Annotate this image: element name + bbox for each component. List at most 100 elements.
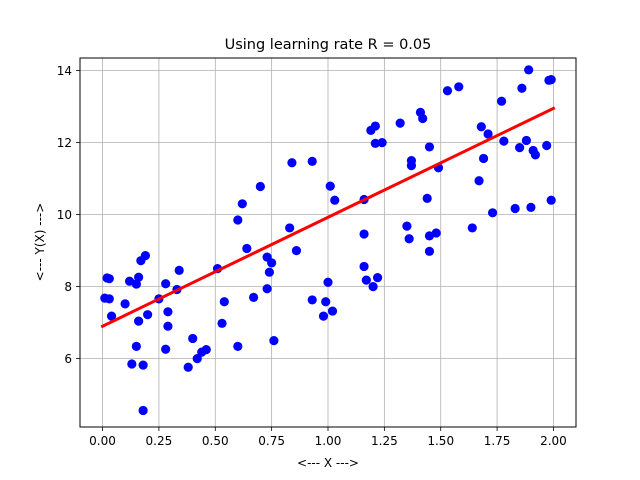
data-point xyxy=(395,118,405,128)
y-tick-label: 14 xyxy=(57,64,72,78)
data-points xyxy=(100,65,556,416)
data-point xyxy=(134,316,144,326)
data-point xyxy=(402,221,412,231)
data-point xyxy=(140,251,150,261)
data-point xyxy=(404,234,414,244)
x-tick-label: 2.00 xyxy=(540,434,567,448)
data-point xyxy=(285,223,295,233)
data-point xyxy=(521,135,532,146)
x-tick-label: 1.25 xyxy=(371,434,398,448)
data-point xyxy=(323,277,333,287)
x-tick-label: 0.75 xyxy=(258,434,285,448)
data-point xyxy=(131,341,141,351)
data-point xyxy=(192,354,202,364)
data-point xyxy=(442,86,453,96)
data-point xyxy=(104,294,114,304)
data-point xyxy=(368,282,378,292)
data-point xyxy=(406,161,417,171)
y-axis-label: <--- Y(X) ---> xyxy=(33,203,47,282)
data-point xyxy=(127,359,137,369)
data-point xyxy=(361,275,371,285)
regression-line xyxy=(100,106,556,329)
data-point xyxy=(163,321,173,331)
data-point xyxy=(377,138,387,148)
data-point xyxy=(359,229,369,239)
data-point xyxy=(267,258,277,268)
data-point xyxy=(483,129,493,139)
data-point xyxy=(373,273,383,283)
data-point xyxy=(242,243,252,254)
data-point xyxy=(467,223,477,233)
data-point xyxy=(188,333,198,344)
data-point xyxy=(138,405,148,416)
data-point xyxy=(120,299,130,309)
y-tick-label: 12 xyxy=(57,136,72,150)
data-point xyxy=(174,265,184,275)
data-point xyxy=(474,176,484,186)
data-point xyxy=(262,284,272,294)
data-point xyxy=(106,311,117,321)
data-point xyxy=(530,150,541,160)
data-point xyxy=(517,83,527,93)
data-point xyxy=(237,199,247,209)
x-axis-label: <--- X ---> xyxy=(297,456,359,470)
x-axis-ticks: 0.00 0.25 0.50 0.75 1.00 1.25 1.50 1.75 2.00 xyxy=(89,427,567,448)
data-point xyxy=(510,203,520,214)
data-point xyxy=(515,143,525,153)
data-point xyxy=(287,158,297,168)
data-point xyxy=(318,311,329,321)
data-point xyxy=(370,138,380,148)
data-point xyxy=(163,307,173,317)
data-point xyxy=(478,153,489,164)
data-point xyxy=(422,193,432,203)
x-tick-label: 0.50 xyxy=(202,434,229,448)
data-point xyxy=(330,195,340,205)
data-point xyxy=(424,246,435,256)
data-point xyxy=(134,272,144,282)
data-point xyxy=(183,362,193,372)
x-tick-label: 0.25 xyxy=(146,434,173,448)
x-tick-label: 0.00 xyxy=(89,434,116,448)
y-tick-label: 6 xyxy=(64,352,72,366)
data-point xyxy=(359,261,369,272)
data-point xyxy=(269,336,279,346)
y-tick-label: 10 xyxy=(57,208,72,222)
x-tick-label: 1.50 xyxy=(427,434,454,448)
data-point xyxy=(454,82,464,92)
data-point xyxy=(255,181,265,192)
data-point xyxy=(104,274,114,284)
data-point xyxy=(233,215,243,225)
data-point xyxy=(542,140,552,151)
data-point xyxy=(264,267,274,277)
data-point xyxy=(370,121,380,131)
data-point xyxy=(161,279,171,289)
data-point xyxy=(291,246,302,256)
data-point xyxy=(307,156,317,166)
data-point xyxy=(431,228,441,238)
data-point xyxy=(526,202,536,212)
data-point xyxy=(327,306,338,316)
data-point xyxy=(233,341,243,351)
y-axis-ticks: 6 8 10 12 14 xyxy=(57,64,80,366)
data-point xyxy=(325,181,335,191)
data-point xyxy=(138,360,148,370)
y-tick-label: 8 xyxy=(64,280,72,294)
data-point xyxy=(143,310,153,320)
data-point xyxy=(424,142,435,152)
x-tick-label: 1.75 xyxy=(484,434,511,448)
data-point xyxy=(219,297,229,307)
chart-title: Using learning rate R = 0.05 xyxy=(225,37,432,53)
data-point xyxy=(161,344,171,354)
data-point xyxy=(524,65,534,75)
data-point xyxy=(499,136,509,146)
data-point xyxy=(476,122,486,132)
data-point xyxy=(497,96,507,106)
regression-line-group xyxy=(100,106,556,329)
data-point xyxy=(307,295,317,305)
data-point xyxy=(418,113,428,124)
data-point xyxy=(249,292,259,302)
data-point xyxy=(487,208,498,218)
data-point xyxy=(321,297,331,307)
